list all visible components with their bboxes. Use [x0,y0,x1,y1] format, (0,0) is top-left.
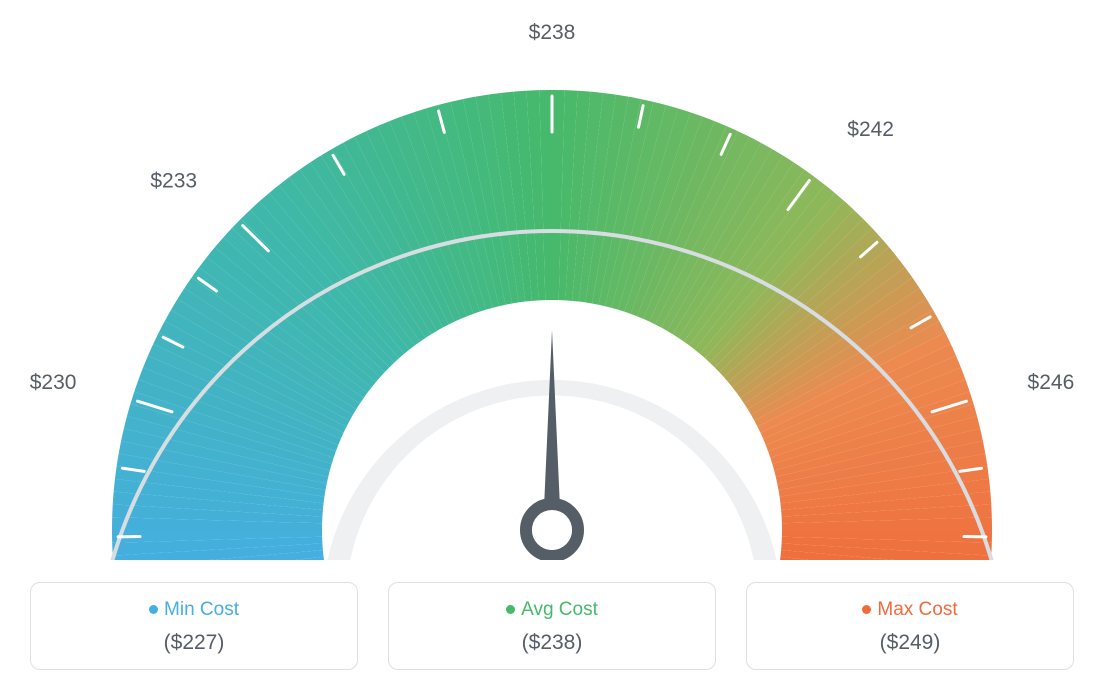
gauge-tick-label: $242 [847,118,894,141]
gauge-tick-label: $238 [529,21,576,44]
legend-card: Min Cost ($227) [30,582,358,670]
gauge-tick-label: $246 [1028,371,1075,394]
legend-value: ($227) [31,631,357,655]
legend-title: Max Cost [747,599,1073,621]
legend-card: Max Cost ($249) [746,582,1074,670]
legend-row: Min Cost ($227) Avg Cost ($238) Max Cost ($24… [0,582,1104,670]
legend-dot-icon [862,605,871,614]
legend-dot-icon [506,605,515,614]
gauge-tick-label: $233 [150,170,197,193]
gauge-chart: $227$230$233$238$242$246$249 [0,0,1104,560]
legend-dot-icon [149,605,158,614]
legend-value: ($249) [747,631,1073,655]
legend-label: Avg Cost [521,599,598,620]
legend-label: Max Cost [877,599,957,620]
gauge-tick-label: $230 [30,371,77,394]
legend-card: Avg Cost ($238) [388,582,716,670]
legend-title: Avg Cost [389,599,715,621]
gauge-svg: $227$230$233$238$242$246$249 [0,20,1104,560]
legend-label: Min Cost [164,599,239,620]
legend-value: ($238) [389,631,715,655]
legend-title: Min Cost [31,599,357,621]
